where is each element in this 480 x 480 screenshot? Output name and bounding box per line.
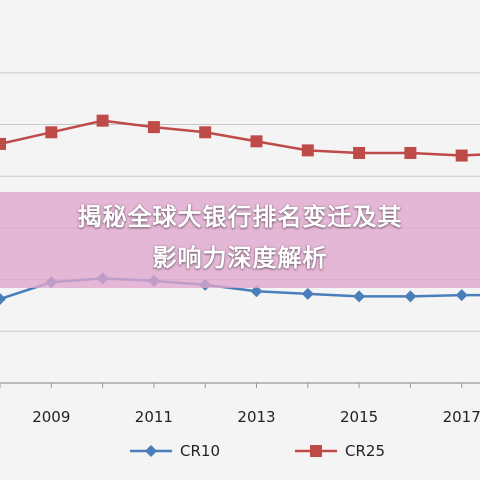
banner-title-line-1: 揭秘全球大银行排名变迁及其 (77, 203, 403, 231)
data-point (404, 146, 417, 159)
banner-title-line-2: 影响力深度解析 (152, 244, 328, 272)
data-point (455, 289, 468, 302)
data-point (301, 287, 314, 300)
legend-item-cr10: CR10 (130, 442, 220, 460)
data-point (404, 290, 417, 303)
x-tick-label: 2009 (32, 408, 70, 426)
data-point (250, 135, 263, 148)
data-point (147, 121, 160, 134)
x-tick-label: 2013 (237, 408, 275, 426)
data-point (0, 137, 6, 150)
title-banner (0, 192, 480, 288)
data-point (0, 293, 6, 305)
x-tick-label: 2017 (443, 408, 480, 426)
banner-title: 揭秘全球大银行排名变迁及其 影响力深度解析 (0, 197, 480, 279)
x-axis-ticks: 2009 2011 2013 2015 2017 (0, 383, 480, 426)
legend-label: CR10 (180, 442, 220, 460)
series-cr25 (0, 114, 480, 162)
data-point (96, 114, 109, 127)
data-point (353, 146, 366, 159)
data-point (301, 144, 314, 157)
legend-label: CR25 (345, 442, 385, 460)
data-point (250, 285, 263, 298)
legend-item-cr25: CR25 (295, 442, 385, 460)
data-point (455, 149, 468, 162)
data-point (45, 126, 58, 139)
data-point (353, 290, 366, 303)
legend: CR10 CR25 (130, 442, 385, 460)
x-tick-label: 2011 (135, 408, 173, 426)
legend-marker (145, 445, 157, 457)
x-tick-label: 2015 (340, 408, 378, 426)
legend-marker (310, 445, 322, 457)
data-point (199, 126, 212, 139)
